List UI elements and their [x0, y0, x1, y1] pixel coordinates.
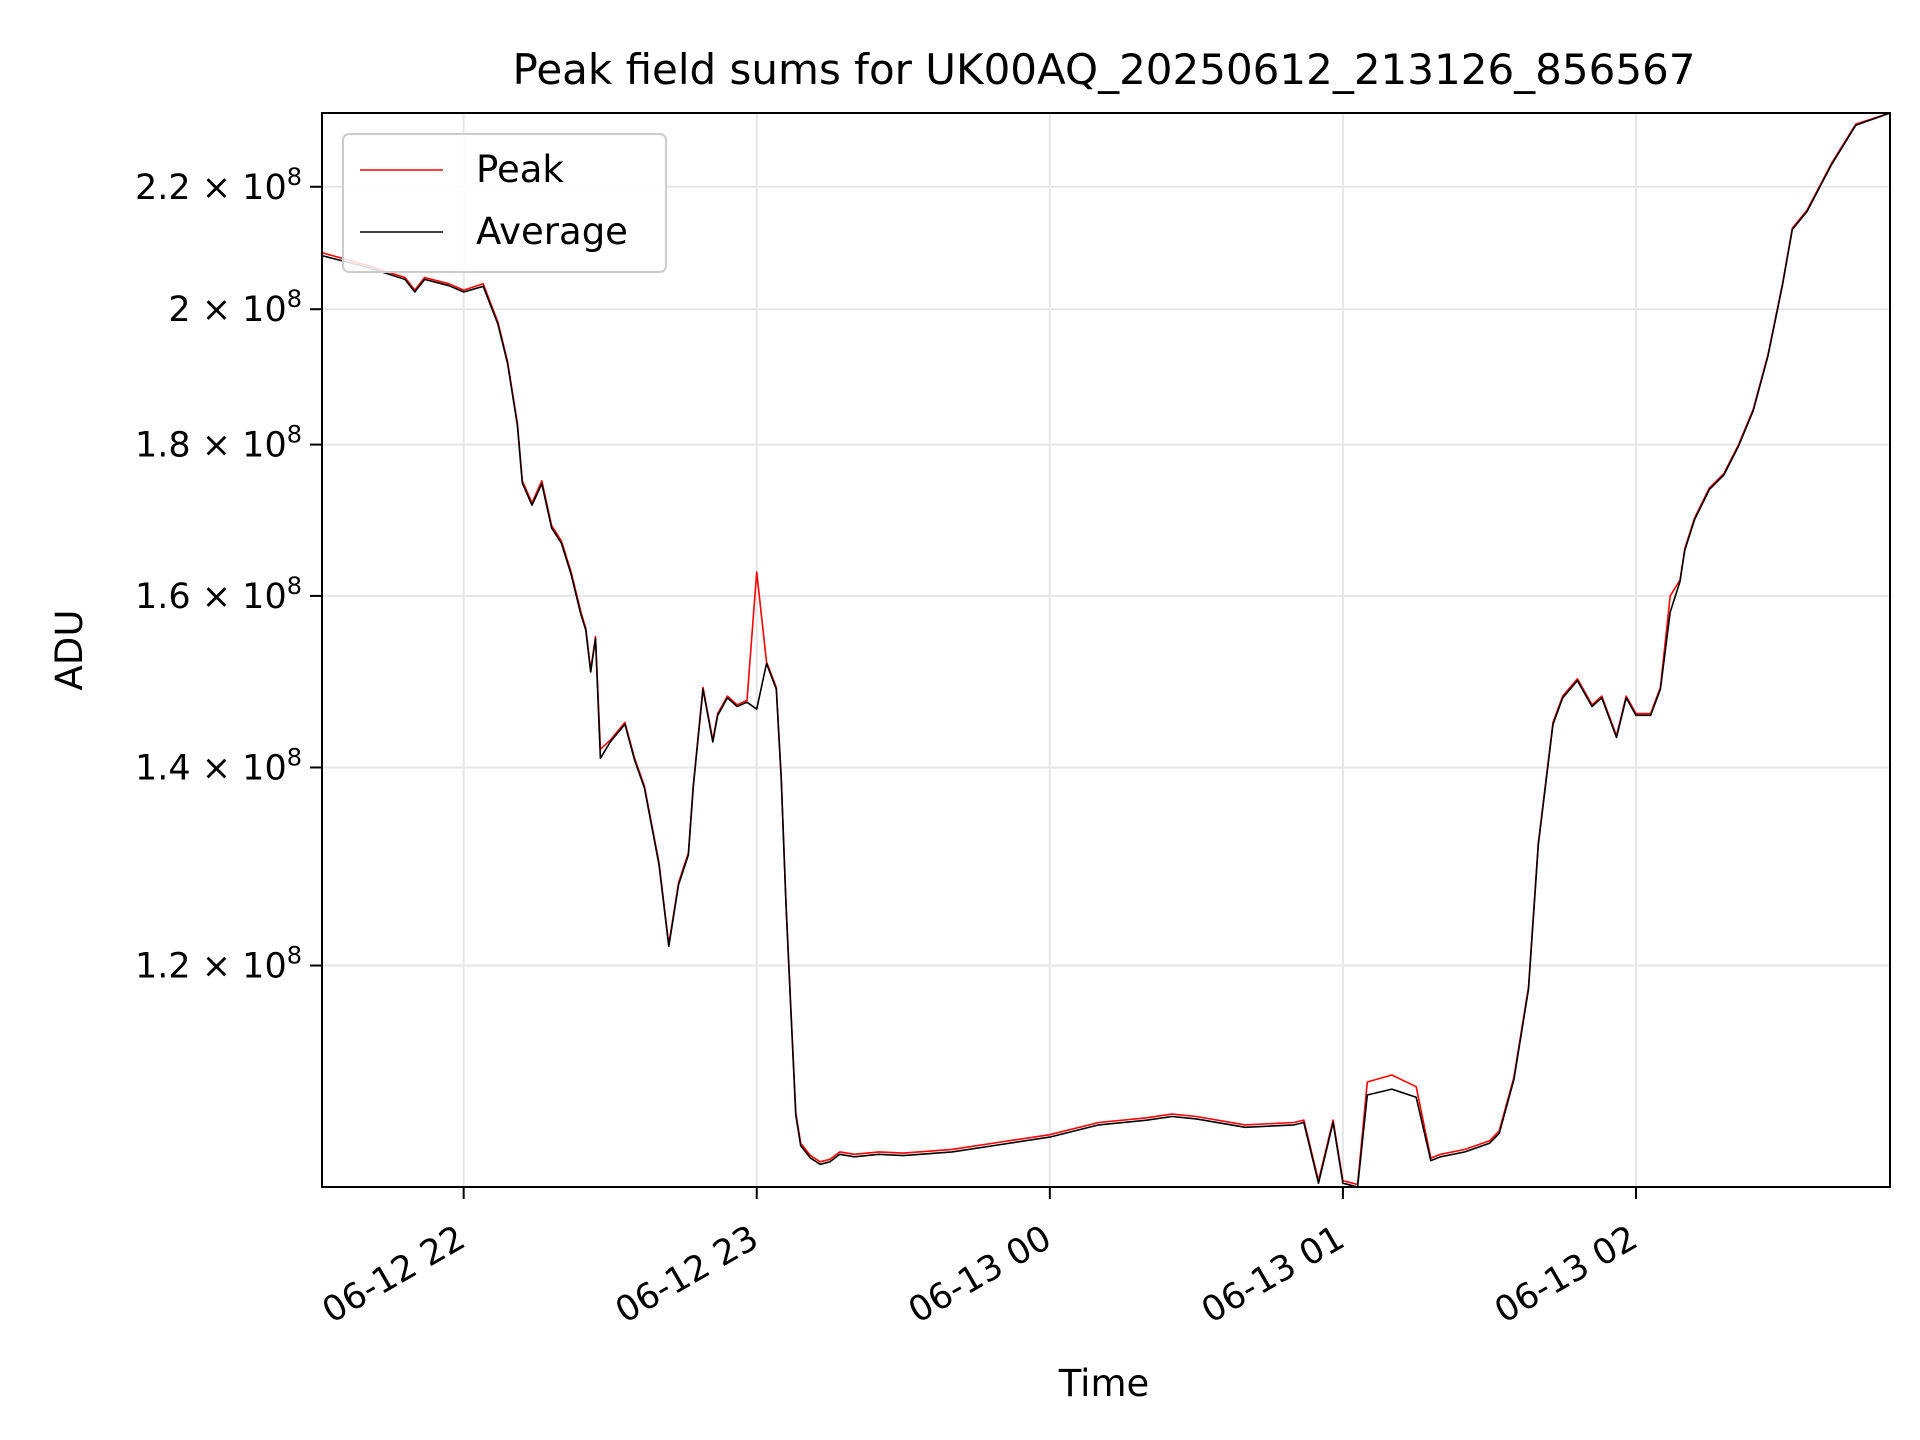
series-layer — [322, 113, 1890, 1187]
axes-frame — [321, 112, 1891, 1188]
y-tick-label: 1.6 × 108 — [135, 572, 302, 617]
legend-label-peak: Peak — [476, 148, 564, 191]
y-axis-ticks: 1.2 × 108 1.4 × 108 1.6 × 108 1.8 × 108 2 × … — [135, 163, 322, 987]
y-tick-label: 2 × 108 — [168, 285, 302, 330]
chart-title: Peak field sums for UK00AQ_20250612_2131… — [512, 45, 1695, 94]
y-tick-label: 1.8 × 108 — [135, 421, 302, 466]
y-tick-label: 1.4 × 108 — [135, 743, 302, 788]
y-tick-label: 2.2 × 108 — [135, 163, 302, 208]
legend: Peak Average — [342, 133, 667, 273]
y-tick-label: 1.2 × 108 — [135, 942, 302, 987]
legend-label-average: Average — [476, 210, 628, 253]
series-line-average — [322, 113, 1890, 1187]
x-axis-label: Time — [1058, 1362, 1150, 1405]
legend-box — [342, 133, 667, 273]
y-axis-label: ADU — [48, 610, 91, 691]
